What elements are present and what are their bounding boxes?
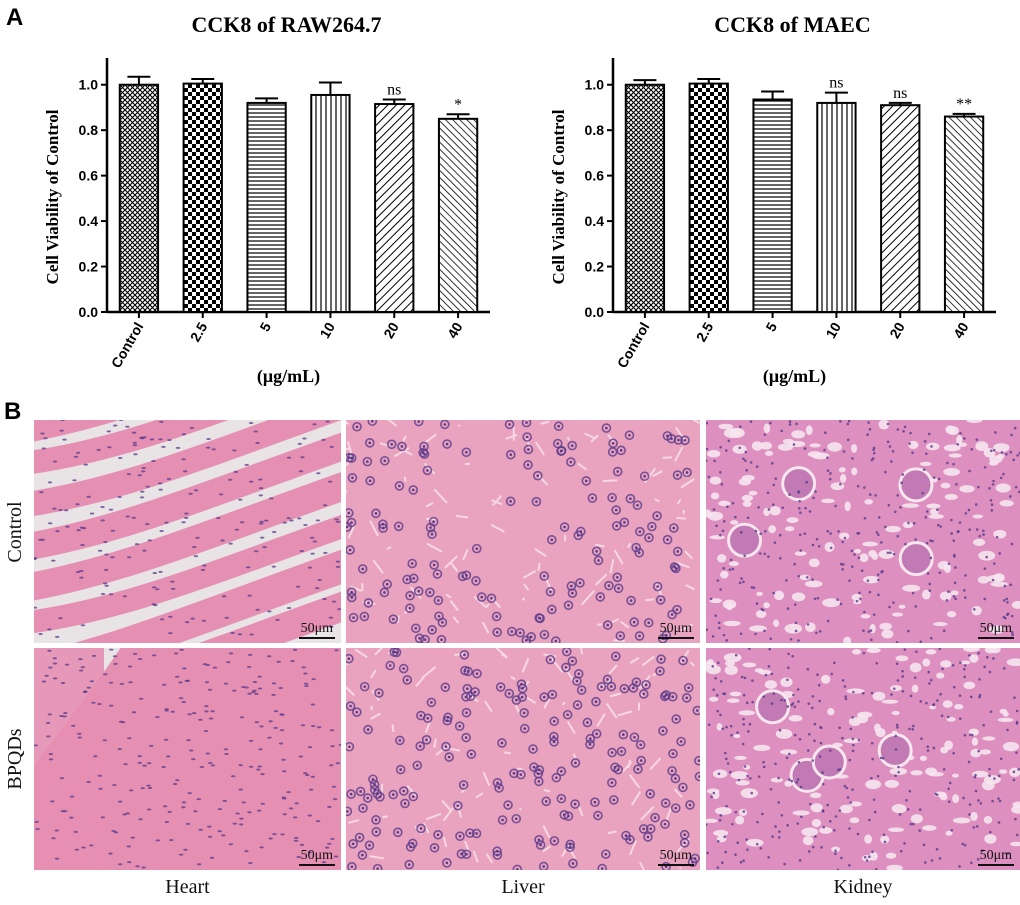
x-tick-label: Control: [108, 320, 147, 371]
y-tick-label: 0.4: [79, 213, 99, 229]
y-tick-label: 0.0: [585, 304, 605, 320]
x-tick-label: 5: [762, 319, 780, 334]
bar: [688, 82, 729, 313]
bar: [943, 115, 985, 313]
x-tick-label: 20: [380, 319, 402, 341]
scale-bar: 50μm: [657, 622, 694, 639]
x-tick-label: 40: [950, 319, 972, 341]
x-tick-label: 20: [886, 319, 908, 341]
tissue-image: [706, 420, 1020, 643]
x-tick-label: 2.5: [187, 319, 211, 344]
tissue-image: [346, 648, 700, 870]
significance-label: *: [454, 96, 462, 113]
bar: [624, 83, 666, 313]
micrograph-bpqds-kidney: 50μm: [706, 648, 1020, 870]
y-tick-label: 0.8: [585, 122, 605, 138]
scale-bar: 50μm: [298, 622, 335, 639]
y-axis-label: Cell Viability of Control: [43, 109, 62, 284]
chart-raw264: CCK8 of RAW264.7 Cell Viability of Contro…: [43, 12, 490, 387]
row-label-control: Control: [4, 500, 26, 563]
y-tick-label: 0.2: [79, 259, 99, 275]
chart-maec: CCK8 of MAEC Cell Viability of Control 0.0…: [549, 12, 996, 387]
column-label-liver: Liver: [501, 876, 545, 898]
y-tick-label: 0.2: [585, 259, 605, 275]
scale-bar: 50μm: [977, 849, 1014, 866]
x-tick-label: Control: [614, 320, 653, 371]
x-axis-unit: (μg/mL): [763, 366, 826, 387]
scale-bar: 50μm: [977, 622, 1014, 639]
scale-bar: 50μm: [657, 849, 694, 866]
panel-a-letter: A: [6, 4, 24, 31]
micrograph-bpqds-heart: 50μm: [34, 648, 341, 870]
bar: [374, 103, 415, 313]
y-tick-label: 0.0: [79, 304, 99, 320]
bar: [816, 101, 857, 313]
significance-label: ns: [893, 85, 907, 102]
y-tick-label: 0.8: [79, 122, 99, 138]
scale-bar: 50μm: [298, 849, 335, 866]
panel-b-letter: B: [4, 398, 22, 425]
bar: [880, 104, 921, 313]
micrograph-control-liver: 50μm: [346, 420, 700, 643]
x-tick-label: 10: [316, 319, 338, 341]
bar: [118, 83, 160, 313]
micrograph-bpqds-liver: 50μm: [346, 648, 700, 870]
y-tick-label: 1.0: [585, 77, 605, 93]
x-tick-label: 5: [256, 319, 274, 334]
x-tick-label: 2.5: [693, 319, 717, 344]
y-tick-label: 0.6: [79, 168, 99, 184]
column-label-kidney: Kidney: [833, 876, 893, 898]
y-tick-label: 0.6: [585, 168, 605, 184]
tissue-image: [706, 648, 1020, 870]
micrograph-control-heart: 50μm: [34, 420, 341, 643]
tissue-image: [346, 420, 700, 643]
row-label-bpqds: BPQDs: [4, 728, 26, 790]
x-tick-label: 40: [444, 319, 466, 341]
tissue-image: [34, 420, 341, 643]
x-axis-unit: (μg/mL): [257, 366, 320, 387]
bar: [182, 82, 223, 313]
significance-label: **: [956, 96, 972, 113]
chart-title: CCK8 of MAEC: [714, 12, 870, 37]
chart-title: CCK8 of RAW264.7: [191, 12, 381, 37]
y-tick-label: 1.0: [79, 77, 99, 93]
significance-label: ns: [387, 82, 401, 99]
bar: [246, 101, 287, 313]
bar: [752, 98, 793, 313]
bar: [437, 117, 479, 314]
significance-label: ns: [829, 75, 843, 92]
x-tick-label: 10: [822, 319, 844, 341]
tissue-image: [34, 648, 341, 870]
column-label-heart: Heart: [165, 876, 210, 898]
micrograph-control-kidney: 50μm: [706, 420, 1020, 643]
y-tick-label: 0.4: [585, 213, 605, 229]
y-axis-label: Cell Viability of Control: [549, 109, 568, 284]
bar: [310, 93, 351, 313]
